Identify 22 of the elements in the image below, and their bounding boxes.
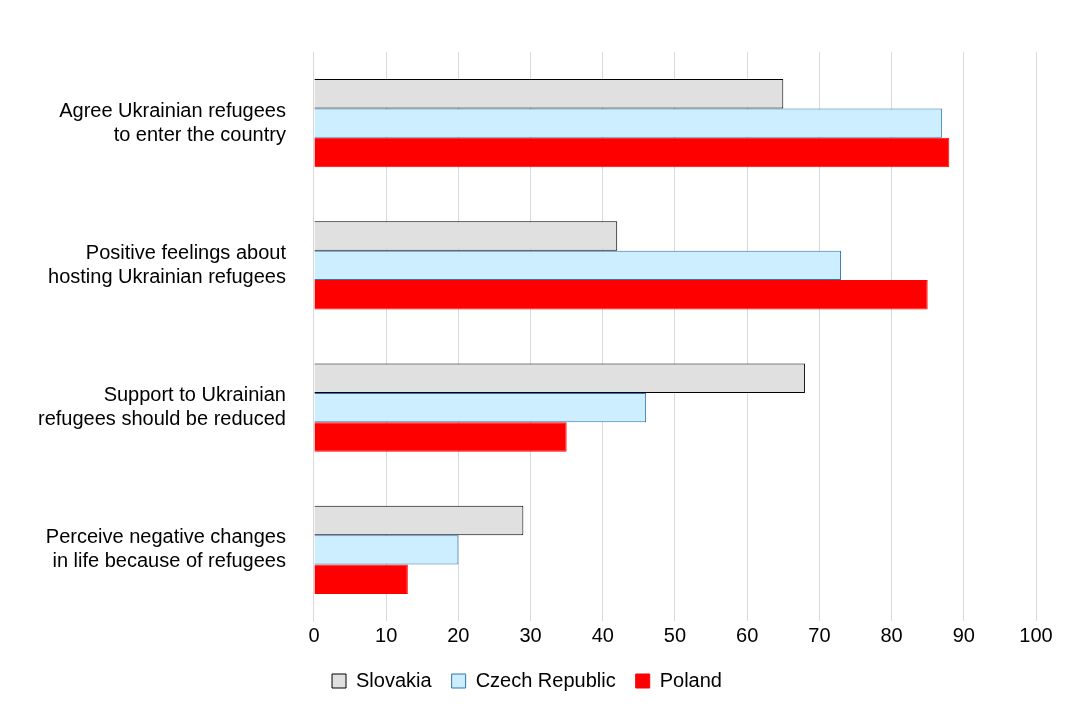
legend-label: Czech Republic [475,668,616,691]
x-tick-label: 90 [952,623,975,646]
x-tick-label: 70 [808,623,831,646]
x-tick-label: 20 [447,623,470,646]
bar [314,137,950,168]
y-tick-label: Positive feelings about hosting Ukrainian refugees [48,240,287,287]
y-tick-label: Agree Ukrainian refugees to enter the country [59,98,286,145]
legend-label: Poland [659,668,722,691]
x-tick-label: 100 [1019,623,1053,646]
x-tick-label: 10 [375,623,398,646]
bar [314,422,567,452]
x-tick-label: 50 [663,623,687,646]
x-tick-label: 0 [308,623,320,646]
bar [314,564,408,594]
bar [314,280,928,310]
y-tick-label: Perceive negative changes in life because of refugees [45,525,286,572]
x-tick-label: 80 [880,623,903,646]
y-tick-label: Support to Ukrainian refugees should be reduced [37,383,286,430]
x-tick-label: 40 [591,623,614,646]
x-tick-label: 30 [519,623,542,646]
legend-label: Slovakia [356,668,433,691]
x-tick-label: 60 [736,623,759,646]
